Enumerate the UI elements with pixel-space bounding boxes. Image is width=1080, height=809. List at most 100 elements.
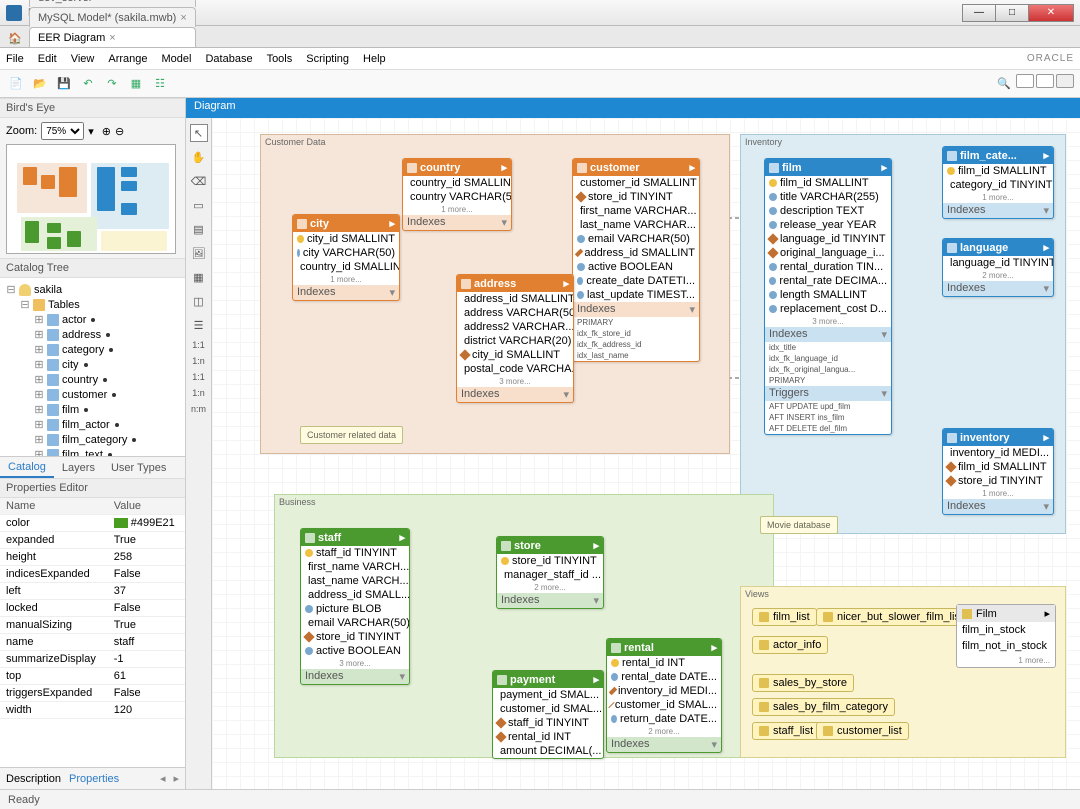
entity-column[interactable]: country_id SMALLINT [403, 176, 511, 190]
entity-column[interactable]: store_id TINYINT [943, 474, 1053, 488]
entity-section-header[interactable]: Indexes▾ [301, 669, 409, 684]
entity-more[interactable]: 3 more... [457, 376, 573, 387]
entity-more[interactable]: 1 more... [943, 488, 1053, 499]
menu-item[interactable]: Arrange [108, 53, 147, 65]
tree-expander-icon[interactable]: ⊞ [34, 373, 44, 386]
entity-collapse-icon[interactable]: ▸ [1043, 149, 1049, 162]
entity-column[interactable]: store_id TINYINT [497, 554, 603, 568]
entity-section-header[interactable]: Indexes▾ [293, 285, 399, 300]
entity-column[interactable]: city_id SMALLINT [457, 348, 573, 362]
tree-expander-icon[interactable]: ⊞ [34, 418, 44, 431]
grid-icon[interactable]: ▦ [126, 74, 146, 94]
entity-column[interactable]: language_id TINYINT [943, 256, 1053, 270]
nav-right-icon[interactable]: ▸ [173, 772, 179, 785]
diagram-note[interactable]: Movie database [760, 516, 838, 534]
routine-tool-icon[interactable]: ☰ [190, 316, 208, 334]
entity-column[interactable]: rental_rate DECIMA... [765, 274, 891, 288]
entity-column[interactable]: inventory_id MEDI... [607, 684, 721, 698]
entity-column[interactable]: first_name VARCHAR... [573, 204, 699, 218]
entity-more[interactable]: 1 more... [943, 192, 1053, 203]
entity-table[interactable]: payment▸payment_id SMAL...customer_id SM… [492, 670, 604, 759]
routine-group[interactable]: Film▸film_in_stockfilm_not_in_stock1 mor… [956, 604, 1056, 668]
panel-toggle-2[interactable] [1036, 74, 1054, 88]
property-row[interactable]: width120 [0, 702, 185, 719]
tab-close-icon[interactable]: × [180, 12, 186, 24]
entity-section-header[interactable]: Indexes▾ [457, 387, 573, 402]
entity-collapse-icon[interactable]: ▸ [1043, 431, 1049, 444]
redo-icon[interactable]: ↷ [102, 74, 122, 94]
entity-column[interactable]: postal_code VARCHA... [457, 362, 573, 376]
entity-table[interactable]: film_cate...▸film_id SMALLINTcategory_id… [942, 146, 1054, 219]
entity-column[interactable]: city_id SMALLINT [293, 232, 399, 246]
view-chip[interactable]: sales_by_film_category [752, 698, 895, 716]
view-chip[interactable]: staff_list [752, 722, 820, 740]
entity-table[interactable]: rental▸rental_id INTrental_date DATE...i… [606, 638, 722, 753]
entity-more[interactable]: 2 more... [607, 726, 721, 737]
entity-table[interactable]: staff▸staff_id TINYINTfirst_name VARCH..… [300, 528, 410, 685]
zoom-dropdown-icon[interactable]: ▾ [88, 125, 94, 138]
routine-item[interactable]: film_not_in_stock [957, 638, 1055, 654]
document-tab[interactable]: MySQL Model* (sakila.mwb)× [29, 7, 196, 27]
tree-row[interactable]: ⊞film [2, 402, 183, 417]
entity-collapse-icon[interactable]: ▸ [1043, 241, 1049, 254]
document-tab[interactable]: EER Diagram× [29, 27, 196, 47]
tree-row[interactable]: ⊞category [2, 342, 183, 357]
tree-row[interactable]: ⊞country [2, 372, 183, 387]
property-row[interactable]: lockedFalse [0, 600, 185, 617]
entity-column[interactable]: last_name VARCHAR... [573, 218, 699, 232]
eraser-tool-icon[interactable]: ⌫ [190, 172, 208, 190]
entity-column[interactable]: store_id TINYINT [301, 630, 409, 644]
entity-column[interactable]: customer_id SMALLINT [573, 176, 699, 190]
tree-row[interactable]: ⊞address [2, 327, 183, 342]
entity-table[interactable]: country▸country_id SMALLINTcountry VARCH… [402, 158, 512, 231]
entity-header[interactable]: city▸ [293, 215, 399, 232]
entity-column[interactable]: release_year YEAR [765, 218, 891, 232]
entity-table[interactable]: city▸city_id SMALLINTcity VARCHAR(50)cou… [292, 214, 400, 301]
routine-item[interactable]: film_in_stock [957, 622, 1055, 638]
entity-more[interactable]: 2 more... [497, 582, 603, 593]
entity-header[interactable]: address▸ [457, 275, 573, 292]
entity-section-header[interactable]: Indexes▾ [573, 302, 699, 317]
tree-expander-icon[interactable]: ⊞ [34, 448, 44, 456]
entity-column[interactable]: address_id SMALLINT [573, 246, 699, 260]
open-file-icon[interactable]: 📂 [30, 74, 50, 94]
entity-table[interactable]: store▸store_id TINYINTmanager_staff_id .… [496, 536, 604, 609]
entity-column[interactable]: country VARCHAR(50) [403, 190, 511, 204]
entity-collapse-icon[interactable]: ▸ [881, 161, 887, 174]
entity-column[interactable]: customer_id SMAL... [607, 698, 721, 712]
entity-header[interactable]: store▸ [497, 537, 603, 554]
entity-column[interactable]: last_name VARCH... [301, 574, 409, 588]
menu-item[interactable]: Help [363, 53, 386, 65]
menu-item[interactable]: Model [162, 53, 192, 65]
view-tool-icon[interactable]: ◫ [190, 292, 208, 310]
bottom-tab[interactable]: Description [6, 773, 61, 785]
entity-header[interactable]: rental▸ [607, 639, 721, 656]
entity-header[interactable]: payment▸ [493, 671, 603, 688]
entity-more[interactable]: 3 more... [301, 658, 409, 669]
entity-more[interactable]: 3 more... [765, 316, 891, 327]
nav-left-icon[interactable]: ◂ [160, 772, 166, 785]
entity-column[interactable]: film_id SMALLINT [943, 460, 1053, 474]
property-row[interactable]: left37 [0, 583, 185, 600]
bottom-tab[interactable]: Properties [69, 773, 119, 785]
home-tab-icon[interactable]: 🏠 [4, 29, 26, 47]
search-icon[interactable]: 🔍 [994, 74, 1014, 94]
entity-column[interactable]: language_id TINYINT [765, 232, 891, 246]
catalog-tree[interactable]: ⊟sakila⊟Tables⊞actor⊞address⊞category⊞ci… [0, 278, 185, 456]
entity-section-header[interactable]: Indexes▾ [497, 593, 603, 608]
entity-collapse-icon[interactable]: ▸ [501, 161, 507, 174]
entity-column[interactable]: active BOOLEAN [301, 644, 409, 658]
zoom-in-icon[interactable]: ⊕ [102, 125, 111, 138]
entity-column[interactable]: replacement_cost D... [765, 302, 891, 316]
tree-row[interactable]: ⊟sakila [2, 282, 183, 297]
entity-column[interactable]: city VARCHAR(50) [293, 246, 399, 260]
layer-tool-icon[interactable]: ▭ [190, 196, 208, 214]
menu-item[interactable]: View [71, 53, 95, 65]
entity-table[interactable]: film▸film_id SMALLINTtitle VARCHAR(255)d… [764, 158, 892, 435]
hand-tool-icon[interactable]: ✋ [190, 148, 208, 166]
zoom-select[interactable]: 75% [41, 122, 84, 140]
entity-column[interactable]: store_id TINYINT [573, 190, 699, 204]
entity-column[interactable]: inventory_id MEDI... [943, 446, 1053, 460]
window-maximize-button[interactable]: □ [995, 4, 1029, 22]
tab-close-icon[interactable]: × [109, 32, 115, 44]
